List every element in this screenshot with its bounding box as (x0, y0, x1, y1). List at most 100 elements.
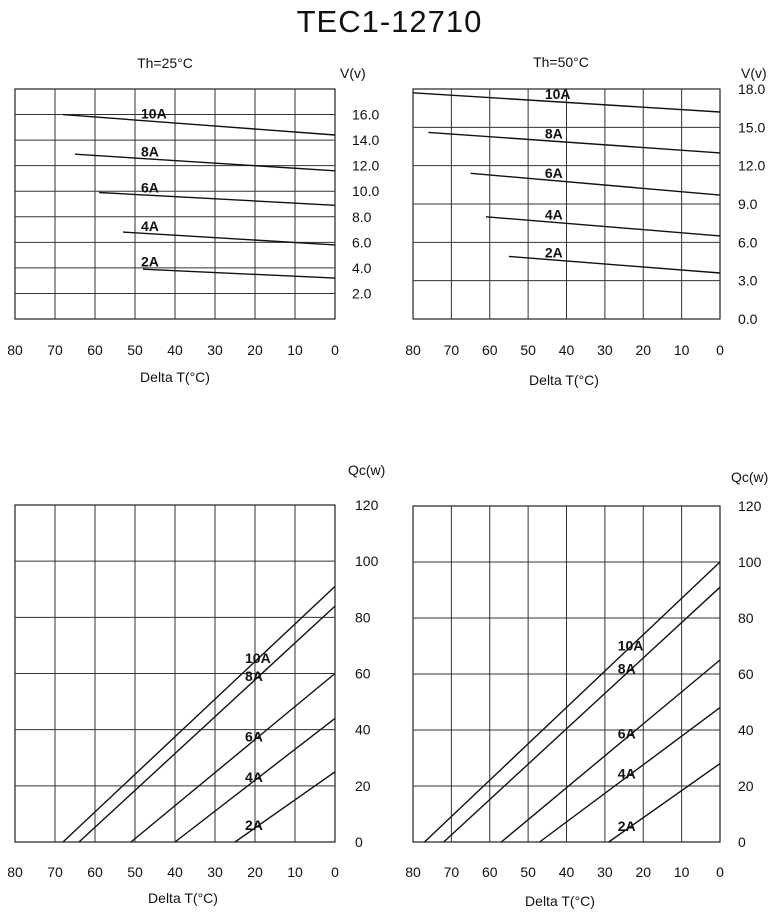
series-line-2a (608, 763, 721, 843)
x-tick-label: 70 (444, 864, 460, 880)
y-tick-label: 12.0 (738, 158, 765, 174)
y-tick-label: 15.0 (738, 119, 765, 135)
y-tick-label: 20 (355, 778, 371, 794)
series-label-10a: 10A (618, 638, 644, 654)
y-tick-label: 80 (738, 610, 754, 626)
series-label-8a: 8A (141, 143, 159, 159)
x-tick-label: 10 (674, 342, 690, 358)
y-tick-label: 18.0 (738, 81, 765, 97)
series-line-2a (234, 771, 336, 843)
series-label-10a: 10A (545, 86, 571, 102)
x-tick-label: 30 (207, 342, 223, 358)
y-tick-label: 20 (738, 778, 754, 794)
x-tick-label: 0 (331, 342, 339, 358)
x-tick-label: 50 (127, 864, 143, 880)
series-label-2a: 2A (245, 817, 263, 833)
series-label-8a: 8A (245, 668, 263, 684)
series-line-8a (443, 586, 721, 843)
series-line-4a (122, 231, 336, 246)
chart-1: 16.0 14.0 12.0 10.0 8.0 6.0 4.0 2.0 80 70 60 50 40 30… (7, 55, 379, 385)
x-tick-label: 40 (167, 342, 183, 358)
x-tick-label: 80 (405, 342, 421, 358)
x-tick-label: 10 (287, 342, 303, 358)
series-label-8a: 8A (618, 661, 636, 677)
y-tick-label: 40 (355, 722, 371, 738)
x-tick-label: 80 (405, 864, 421, 880)
x-tick-label: 20 (247, 864, 263, 880)
y-tick-label: 120 (738, 498, 762, 514)
x-tick-label: 70 (47, 342, 63, 358)
x-tick-label: 60 (87, 864, 103, 880)
y-tick-label: 8.0 (352, 209, 372, 225)
series-label-8a: 8A (545, 126, 563, 142)
x-axis-label: Delta T(°C) (140, 369, 210, 385)
x-tick-label: 0 (331, 864, 339, 880)
y-tick-label: 120 (355, 497, 379, 513)
series-label-6a: 6A (618, 725, 636, 741)
x-tick-label: 60 (482, 342, 498, 358)
y-axis-label: V(v) (741, 65, 767, 81)
series-label-4a: 4A (141, 218, 159, 234)
y-tick-label: 2.0 (352, 285, 372, 301)
y-tick-label: 9.0 (738, 196, 758, 212)
series-label-2a: 2A (545, 244, 563, 260)
series-label-10a: 10A (141, 105, 167, 121)
series-line-10a (62, 585, 336, 843)
series-line-8a (74, 153, 336, 172)
series-label-6a: 6A (141, 180, 159, 196)
x-tick-label: 40 (167, 864, 183, 880)
series-line-4a (174, 717, 336, 843)
y-tick-label: 6.0 (738, 234, 758, 250)
series-line-10a (424, 561, 721, 843)
y-tick-label: 10.0 (352, 183, 379, 199)
y-axis-label: V(v) (340, 65, 366, 81)
y-tick-label: 0 (355, 834, 363, 850)
series-line-6a (130, 672, 336, 843)
x-tick-label: 60 (482, 864, 498, 880)
chart-title: Th=25°C (137, 55, 193, 71)
series-label-10a: 10A (245, 650, 271, 666)
series-label-6a: 6A (545, 165, 563, 181)
series-label-6a: 6A (245, 728, 263, 744)
y-tick-label: 0.0 (738, 311, 758, 327)
y-tick-label: 60 (355, 666, 371, 682)
y-tick-label: 12.0 (352, 158, 379, 174)
x-tick-label: 0 (716, 342, 724, 358)
x-tick-label: 70 (444, 342, 460, 358)
series-line-8a (78, 605, 336, 843)
x-tick-label: 70 (47, 864, 63, 880)
series-line-4a (485, 216, 721, 237)
x-tick-label: 50 (127, 342, 143, 358)
x-axis-label: Delta T(°C) (148, 890, 218, 906)
x-tick-label: 30 (597, 342, 613, 358)
x-tick-label: 10 (287, 864, 303, 880)
series-line-4a (539, 707, 721, 843)
series-line-10a (412, 92, 721, 113)
x-axis-label: Delta T(°C) (529, 372, 599, 388)
x-tick-label: 20 (635, 342, 651, 358)
y-tick-label: 4.0 (352, 260, 372, 276)
x-tick-label: 30 (207, 864, 223, 880)
y-tick-label: 16.0 (352, 107, 379, 123)
x-tick-label: 20 (635, 864, 651, 880)
x-tick-label: 20 (247, 342, 263, 358)
x-tick-label: 40 (559, 864, 575, 880)
y-tick-label: 100 (738, 554, 762, 570)
x-tick-label: 50 (520, 342, 536, 358)
page-title: TEC1-12710 (296, 4, 483, 39)
x-tick-label: 0 (716, 864, 724, 880)
y-tick-label: 60 (738, 666, 754, 682)
y-axis-label: Qc(w) (348, 462, 385, 478)
x-tick-label: 10 (674, 864, 690, 880)
series-line-8a (428, 131, 721, 154)
series-label-4a: 4A (545, 207, 563, 223)
series-line-10a (62, 113, 336, 136)
y-tick-label: 100 (355, 553, 379, 569)
y-axis-label: Qc(w) (731, 469, 768, 485)
y-tick-label: 3.0 (738, 273, 758, 289)
series-line-6a (470, 172, 721, 196)
y-tick-label: 6.0 (352, 234, 372, 250)
series-line-6a (98, 191, 336, 206)
